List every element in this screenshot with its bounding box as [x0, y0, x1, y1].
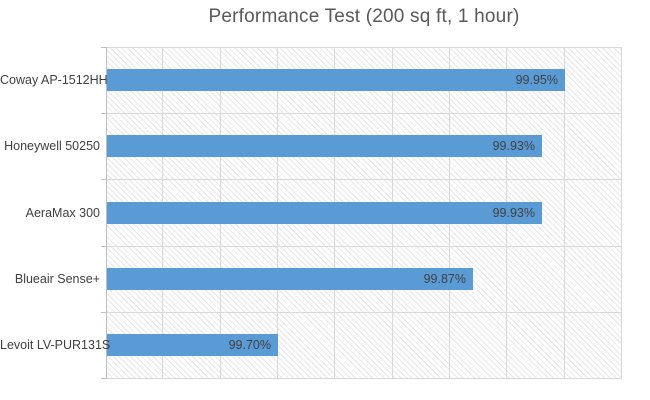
category-gridline [106, 179, 622, 180]
category-gridline [106, 47, 622, 48]
data-label: 99.87% [423, 272, 466, 286]
category-label: AeraMax 300 [25, 206, 100, 220]
data-label: 99.93% [492, 139, 535, 153]
category-gridline [106, 312, 622, 313]
category-axis-line [106, 47, 107, 379]
category-axis-tick [101, 246, 106, 247]
data-label: 99.93% [492, 206, 535, 220]
category-label: Coway AP-1512HH [0, 73, 108, 87]
category-axis-tick [101, 179, 106, 180]
data-label: 99.95% [515, 73, 558, 87]
category-gridline [106, 378, 622, 379]
category-axis-tick [101, 113, 106, 114]
bar: 99.93% [106, 202, 542, 224]
chart-title: Performance Test (200 sq ft, 1 hour) [208, 6, 520, 27]
value-gridline [563, 47, 565, 378]
value-gridline [621, 47, 622, 378]
category-axis-tick [101, 47, 106, 48]
category-label: Levoit LV-PUR131S [0, 338, 111, 352]
category-label: Blueair Sense+ [14, 272, 100, 286]
category-label: Honeywell 50250 [4, 139, 100, 153]
bar: 99.70% [106, 334, 278, 356]
plot-area: 99.95% 99.93% 99.93% 99.87% 99.70% [106, 47, 622, 379]
category-axis-tick [101, 378, 106, 379]
category-gridline [106, 113, 622, 114]
category-axis-tick [101, 312, 106, 313]
bar: 99.93% [106, 135, 542, 157]
category-gridline [106, 246, 622, 247]
data-label: 99.70% [228, 338, 271, 352]
bar: 99.95% [106, 69, 565, 91]
bar: 99.87% [106, 268, 473, 290]
